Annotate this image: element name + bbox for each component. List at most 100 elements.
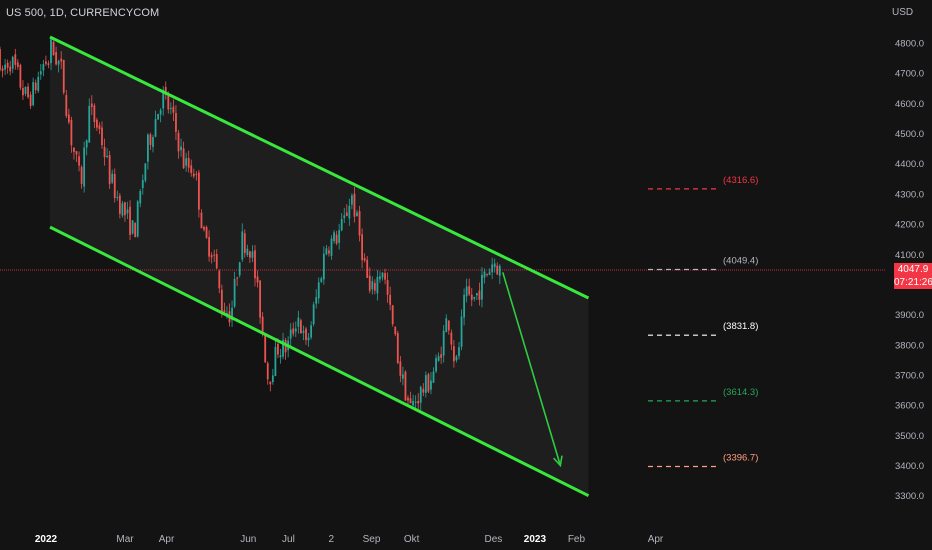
y-tick-label: 4600.0	[895, 99, 924, 110]
candle-body	[363, 258, 366, 261]
candle-body	[147, 134, 149, 162]
arrow-head	[553, 455, 563, 468]
candle-body	[233, 278, 236, 307]
candle-body	[292, 328, 295, 334]
candle-body	[57, 60, 60, 65]
candle-body	[353, 193, 356, 217]
candle-body	[121, 203, 124, 216]
candle-body	[424, 375, 427, 393]
candle-body	[409, 398, 412, 404]
candle-body	[259, 280, 261, 318]
level-label: (3396.7)	[723, 453, 758, 464]
candle-body	[274, 346, 277, 377]
candle-body	[322, 253, 325, 280]
channel-upper-line[interactable]	[49, 35, 590, 300]
projection-arrow[interactable]	[502, 272, 563, 468]
price-axis[interactable]: 4800.0 4700.0 4600.0 4500.0 4400.0 4300.0 4200…	[895, 39, 924, 503]
candle-body	[243, 233, 246, 253]
candle-body	[195, 173, 198, 175]
candle-body	[238, 262, 241, 276]
candle-body	[261, 316, 264, 334]
candle-body	[65, 95, 68, 117]
y-tick-label: 4700.0	[895, 69, 924, 80]
candle-body	[371, 281, 374, 290]
candle-body	[24, 86, 27, 94]
candle-body	[220, 289, 223, 313]
candle-body	[154, 119, 157, 137]
channel-lower-line[interactable]	[49, 225, 590, 498]
candle-body	[417, 400, 420, 404]
candle-body	[386, 280, 389, 295]
candle-body	[111, 173, 114, 183]
x-tick-label: 2023	[524, 534, 547, 545]
candle-body	[149, 134, 152, 145]
candle-body	[340, 218, 343, 231]
candle-body	[80, 167, 83, 184]
x-tick-label: Des	[484, 534, 502, 545]
candle-body	[384, 273, 386, 280]
candle-body	[4, 64, 6, 70]
candle-body	[404, 371, 407, 401]
candle-body	[22, 88, 24, 96]
candle-body	[246, 248, 249, 256]
candle-body	[85, 140, 88, 148]
candle-body	[251, 251, 254, 258]
candle-body	[338, 230, 341, 243]
x-tick-label: Jun	[240, 534, 256, 545]
candle-body	[435, 358, 437, 372]
candle-body	[266, 363, 269, 380]
time-axis[interactable]: 2022 Mar Apr Jun Jul 2 Sep Okt Des 2023 Feb Apr	[35, 534, 664, 545]
candle-body	[96, 119, 98, 128]
candle-body	[98, 125, 101, 129]
y-tick-label: 4100.0	[895, 250, 924, 261]
candle-body	[422, 388, 425, 393]
candle-body	[187, 157, 190, 168]
y-tick-label: 4800.0	[895, 39, 924, 50]
candles-layer	[0, 38, 501, 412]
candle-body	[440, 354, 443, 358]
level-label: (3614.3)	[723, 387, 758, 398]
candle-body	[50, 39, 52, 64]
candle-body	[335, 234, 338, 244]
candle-body	[90, 103, 93, 108]
candle-body	[190, 165, 193, 174]
candle-body	[124, 202, 126, 216]
candle-body	[60, 58, 63, 62]
level-label: (3831.8)	[723, 321, 758, 332]
candle-body	[231, 307, 233, 321]
symbol-title[interactable]: US 500, 1D, CURRENCYCOM	[6, 7, 160, 19]
candle-body	[157, 113, 159, 120]
candle-body	[6, 62, 9, 68]
candle-body	[300, 320, 302, 334]
candle-body	[307, 337, 310, 341]
candle-body	[226, 312, 228, 314]
candle-body	[169, 108, 172, 110]
candle-body	[129, 206, 131, 235]
candle-body	[55, 52, 57, 65]
candle-body	[16, 62, 19, 67]
candle-body	[32, 82, 35, 106]
candle-body	[101, 127, 103, 146]
candle-body	[73, 147, 75, 152]
candle-body	[93, 105, 96, 123]
candle-body	[460, 316, 463, 347]
candle-body	[282, 339, 284, 357]
candle-body	[256, 276, 259, 283]
candle-body	[254, 250, 256, 279]
candle-body	[19, 64, 22, 88]
candle-body	[368, 275, 371, 291]
candle-body	[27, 86, 29, 98]
candle-body	[279, 355, 282, 358]
candle-body	[356, 212, 358, 217]
candle-body	[37, 76, 40, 92]
candle-body	[330, 238, 333, 256]
y-tick-label: 3400.0	[895, 461, 924, 472]
candle-body	[430, 380, 432, 390]
candle-body	[88, 105, 91, 143]
candle-body	[402, 374, 404, 379]
candle-body	[271, 375, 274, 383]
projection-levels: (4316.6) (4049.4) (3831.8) (3614.3) (3396.7)	[648, 175, 758, 468]
candle-body	[118, 195, 121, 214]
candle-body	[488, 271, 491, 275]
